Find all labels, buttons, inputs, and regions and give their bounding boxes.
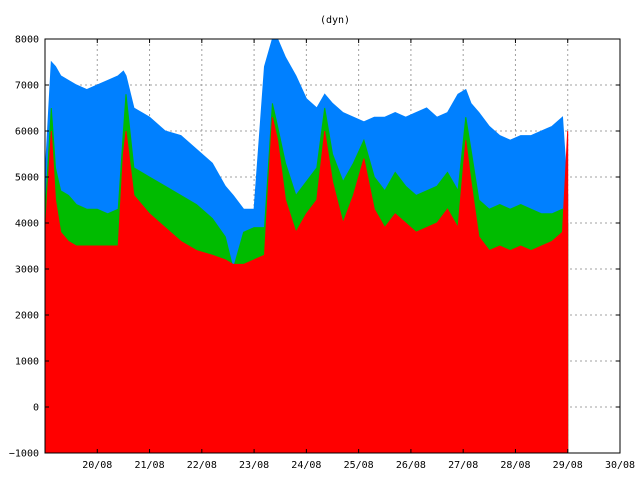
- y-tick-label: 5000: [15, 173, 39, 184]
- plot-frame: [44, 38, 621, 454]
- x-tick-label: 23/08: [239, 460, 269, 471]
- x-tick-label: 24/08: [291, 460, 321, 471]
- y-axis-ticks: 8000 7000 6000 5000 4000 3000 2000 1000 0 −1000: [9, 35, 620, 460]
- y-tick-label: 7000: [15, 81, 39, 92]
- y-tick-label: 1000: [15, 357, 39, 368]
- chart-title: (dyn): [320, 15, 350, 26]
- x-tick-label: 30/08: [605, 460, 635, 471]
- y-tick-label: 4000: [15, 219, 39, 230]
- y-tick-label: −1000: [9, 449, 39, 460]
- x-tick-label: 28/08: [500, 460, 530, 471]
- x-tick-label: 25/08: [344, 460, 374, 471]
- x-tick-label: 22/08: [187, 460, 217, 471]
- x-tick-label: 21/08: [134, 460, 164, 471]
- x-tick-label: 29/08: [553, 460, 583, 471]
- series-red-area: [44, 117, 569, 454]
- y-tick-label: 2000: [15, 311, 39, 322]
- series-group: [44, 38, 569, 454]
- y-tick-label: 8000: [15, 35, 39, 46]
- x-tick-label: 27/08: [448, 460, 478, 471]
- x-tick-label: 26/08: [396, 460, 426, 471]
- y-tick-label: 6000: [15, 127, 39, 138]
- x-tick-label: 20/08: [82, 460, 112, 471]
- y-tick-label: 0: [33, 403, 39, 414]
- y-tick-label: 3000: [15, 265, 39, 276]
- x-axis-ticks: 20/08 21/08 22/08 23/08 24/08 25/08 26/08 27/08…: [82, 39, 635, 471]
